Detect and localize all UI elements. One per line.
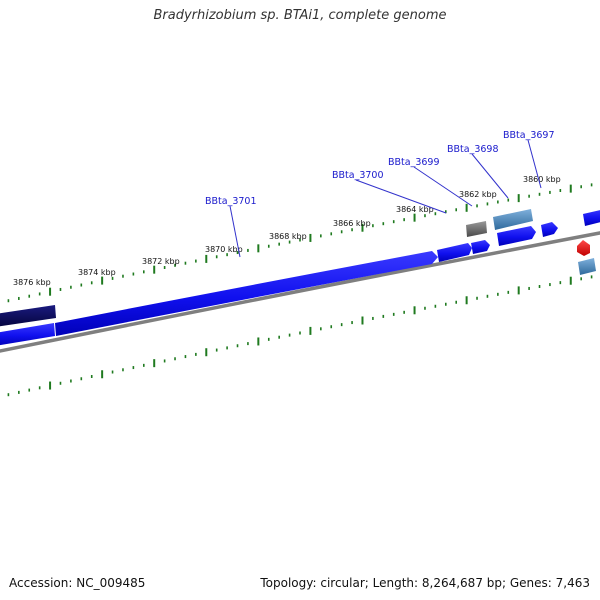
gene-feature[interactable] [471,240,490,254]
scale-label: 3866 kbp [333,219,371,228]
gene-feature[interactable] [497,226,536,246]
leader-line [471,153,509,199]
gene-feature[interactable] [55,251,438,336]
leader-line [355,179,447,214]
scale-label: 3868 kbp [269,232,307,241]
gene-label[interactable]: BBta_3699 [388,157,440,168]
leader-line [229,205,241,258]
scale-label: 3864 kbp [396,205,434,214]
scale-label: 3876 kbp [13,278,51,287]
gene-feature[interactable] [437,243,472,262]
genome-backbone [0,231,600,353]
genome-summary-text: Topology: circular; Length: 8,264,687 bp… [260,576,590,590]
gene-feature[interactable] [466,221,487,237]
gene-feature[interactable] [0,323,55,346]
scale-label: 3872 kbp [142,257,180,266]
gene-feature[interactable] [577,240,590,256]
outer-scale-ticks [7,183,593,303]
leader-line [413,166,473,207]
gene-feature[interactable] [541,222,558,237]
gene-label[interactable]: BBta_3700 [332,170,384,181]
gene-label[interactable]: BBta_3701 [205,196,257,207]
gene-feature[interactable] [583,209,600,226]
leader-lines [229,139,542,258]
gene-features [0,209,600,346]
gene-label[interactable]: BBta_3698 [447,144,499,155]
gene-feature[interactable] [0,305,56,327]
scale-label: 3862 kbp [459,190,497,199]
scale-labels: 3876 kbp 3874 kbp 3872 kbp 3870 kbp 3868… [13,175,561,287]
leader-line [527,139,542,189]
gene-labels: BBta_3701 BBta_3700 BBta_3699 BBta_3698 … [205,130,555,207]
scale-label: 3860 kbp [523,175,561,184]
scale-label: 3870 kbp [205,245,243,254]
inner-scale-ticks [7,275,593,397]
accession-text: Accession: NC_009485 [9,576,146,590]
genome-title: Bradyrhizobium sp. BTAi1, complete genom… [153,8,447,23]
gene-feature[interactable] [578,258,596,275]
gene-label[interactable]: BBta_3697 [503,130,555,141]
scale-label: 3874 kbp [78,268,116,277]
gene-feature[interactable] [493,209,533,230]
